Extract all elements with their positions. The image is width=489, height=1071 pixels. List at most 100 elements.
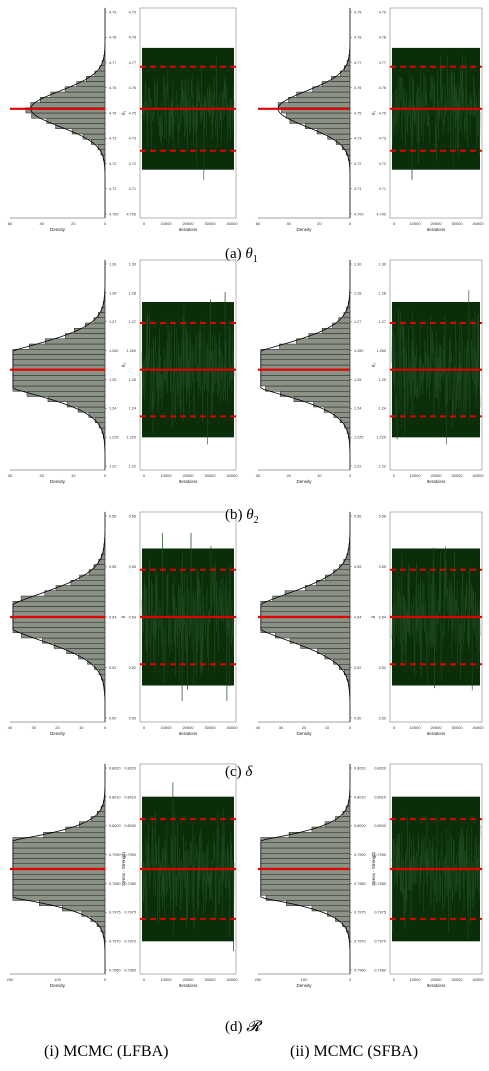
trace-x-axis-title: Iterations	[427, 227, 446, 232]
density-tick-label: 0	[104, 977, 107, 982]
histogram-bar	[260, 874, 351, 880]
trace-x-tick-label: 10000	[160, 473, 172, 478]
histogram-bar	[260, 842, 351, 849]
trace-x-tick-label: 30000	[451, 725, 463, 730]
histogram-bar	[30, 102, 106, 108]
density-y-tick-label: 4.73	[354, 137, 361, 141]
density-tick-label: 20	[55, 725, 60, 730]
trace-x-tick-label: 30000	[204, 725, 216, 730]
density-y-tick-label: 0.8010	[354, 795, 366, 799]
histogram-bar	[260, 349, 351, 355]
trace-x-tick-label: 10000	[409, 473, 421, 478]
density-y-tick-label: 1.28	[109, 291, 116, 295]
histogram-bar	[31, 112, 106, 119]
density-y-tick-label: 4.79	[354, 10, 361, 14]
density-tick-label: 100	[54, 977, 61, 982]
density-axis-title: Density	[296, 983, 312, 988]
column-2: 30 20 10 0 Density 1.22 1.225 1.24 1.25 1.260 1.27…	[256, 259, 484, 484]
trace-y-tick-label: 1.22	[129, 464, 136, 468]
trace-y-tick-label: 4.76	[379, 86, 386, 90]
density-tick-label: 0	[104, 473, 107, 478]
histogram-bar	[46, 118, 106, 124]
trace-y-tick-label: 0.52	[379, 666, 386, 670]
density-plot: 60 40 20 0 Density 4.700 4.71 4.72 4.73 4.75 4.76 4…	[8, 7, 119, 232]
density-y-tick-label: 4.71	[109, 187, 116, 191]
density-tick-label: 60	[256, 221, 261, 226]
trace-y-tick-label: 0.8010	[124, 795, 136, 799]
density-tick-label: 100	[301, 977, 308, 982]
histogram-bar	[335, 139, 351, 145]
density-y-tick-label: 0.7970	[354, 940, 366, 944]
histogram-bar	[260, 375, 351, 381]
histogram-bar	[277, 102, 351, 108]
trace-x-tick-label: 10000	[160, 221, 172, 226]
trace-x-tick-label: 20000	[182, 977, 194, 982]
trace-y-tick-label: 1.260	[126, 349, 136, 353]
histogram-bar	[20, 595, 106, 602]
panel-caption: (d) 𝓡	[225, 1019, 263, 1035]
density-y-tick-label: 0.52	[354, 666, 361, 670]
density-y-tick-label: 4.700	[109, 212, 119, 216]
density-tick-label: 0	[349, 221, 352, 226]
trace-y-tick-label: 4.75	[379, 111, 386, 115]
column-caption-lfba: (i) MCMC (LFBA)	[44, 1043, 169, 1060]
column-1: 30 20 10 0 Density 1.22 1.225 1.24 1.25 1.260 1.27…	[8, 259, 238, 484]
trace-y-tick-label: 1.24	[129, 407, 136, 411]
trace-y-tick-label: 0.8000	[124, 824, 136, 828]
histogram-bar	[29, 343, 106, 350]
density-tick-label: 40	[39, 221, 44, 226]
trace-y-tick-label: 0.56	[379, 514, 386, 518]
trace-frame	[139, 7, 237, 219]
density-tick-label: 40	[256, 725, 261, 730]
density-y-tick-label: 0.7960	[354, 968, 366, 972]
histogram-bar	[279, 343, 351, 350]
histogram-bar	[260, 359, 351, 366]
panel-caption-symbol: θ	[245, 246, 253, 262]
density-y-tick-label: 4.72	[109, 162, 116, 166]
histogram-bar	[260, 879, 351, 885]
density-plot: 200 100 0 Density 0.7960 0.7970 0.7975 0.7980 0.…	[7, 763, 121, 988]
trace-x-axis-title: Iterations	[427, 983, 446, 988]
panel-caption-label: (c)	[225, 764, 245, 780]
histogram-bar	[93, 564, 106, 570]
trace-y-tick-label: 4.76	[129, 86, 136, 90]
trace-frame	[389, 259, 483, 471]
histogram-bar	[289, 637, 351, 644]
histogram-bar	[312, 86, 351, 93]
trace-x-tick-label: 40000	[472, 725, 484, 730]
density-y-tick-label: 1.24	[109, 407, 116, 411]
density-y-tick-label: 1.22	[354, 464, 361, 468]
column-1: 200 100 0Density0.79600.79700.79750.79800.…	[7, 763, 238, 988]
density-y-tick-label: 0.55	[109, 565, 116, 569]
column-caption-sfba: (ii) MCMC (SFBA)	[290, 1043, 419, 1060]
histogram-bar	[317, 648, 351, 654]
trace-y-tick-label: 0.7990	[124, 853, 136, 857]
trace-x-tick-label: 30000	[204, 221, 216, 226]
histogram-bar	[12, 354, 106, 360]
density-y-tick-label: 1.22	[109, 464, 116, 468]
histogram-bar	[12, 884, 106, 891]
density-axis-title: Density	[50, 731, 66, 736]
histogram-bar	[300, 643, 351, 649]
trace-y-tick-label: 0.7970	[374, 940, 386, 944]
trace-y-tick-label: 4.78	[379, 36, 386, 40]
histogram-bar	[342, 144, 351, 150]
histogram-bar	[284, 590, 351, 597]
trace-y-tick-label: 0.8020	[124, 766, 136, 770]
histogram-bar	[260, 847, 351, 854]
density-y-tick-label: 0.52	[109, 666, 116, 670]
histogram-bar	[260, 354, 351, 360]
panel-c: 40 30 20 10 0Density0.500.520.540.550.560.50…	[8, 511, 484, 780]
histogram-bar	[260, 889, 351, 896]
density-y-tick-label: 4.77	[354, 61, 361, 65]
trace-frame	[139, 259, 237, 471]
trace-x-tick-label: 40000	[472, 221, 484, 226]
trace-line	[391, 546, 481, 691]
histogram-bar	[12, 359, 106, 366]
density-y-tick-label: 4.73	[109, 137, 116, 141]
trace-y-tick-label: 0.50	[379, 716, 386, 720]
trace-x-tick-label: 20000	[430, 473, 442, 478]
density-y-tick-label: 4.77	[109, 61, 116, 65]
density-y-tick-label: 0.56	[354, 514, 361, 518]
panel-caption: (c) δ	[225, 764, 253, 780]
